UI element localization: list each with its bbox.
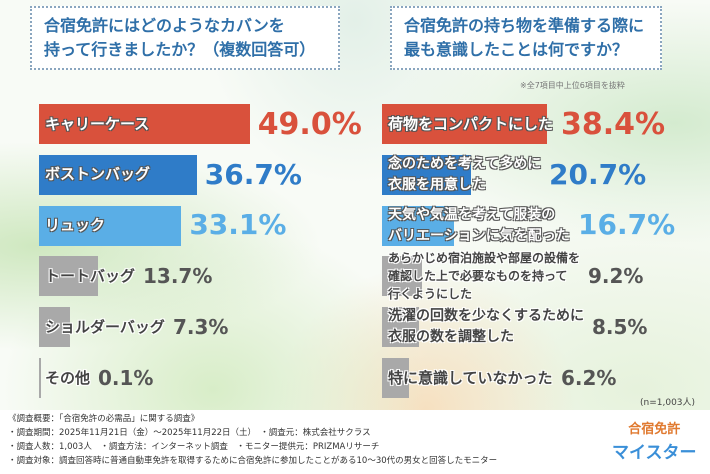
bar — [39, 256, 98, 297]
value-label: 13.7% — [143, 264, 213, 289]
bar-row: その他 0.1% — [39, 358, 359, 398]
category-label-line: 特に意識していなかった — [388, 368, 553, 387]
bar-row: トートバッグ 13.7% — [39, 256, 359, 297]
title-line: 最も意識したことは何ですか？ — [404, 40, 629, 59]
sample-size: (n=1,003人) — [640, 398, 696, 408]
value-label: 6.2% — [561, 366, 617, 390]
bar — [382, 256, 422, 297]
bar-row: 洗濯の回数を少なくするために 衣服の数を調整した 8.5% — [382, 306, 702, 348]
bar — [39, 358, 41, 398]
category-label: 特に意識していなかった — [388, 367, 553, 390]
bar-row: リュック 33.1% — [39, 205, 359, 246]
category-label-line: その他 — [45, 368, 91, 387]
category-label-line: リュック — [45, 216, 106, 235]
bar-row: 特に意識していなかった 6.2% — [382, 358, 702, 398]
category-label: キャリーケース — [45, 113, 149, 136]
category-label: 洗濯の回数を少なくするために 衣服の数を調整した — [388, 306, 584, 348]
category-label-line: キャリーケース — [45, 114, 150, 133]
question-2-title: 合宿免許の持ち物を準備する際に 最も意識したことは何ですか？ — [390, 6, 662, 70]
bar-row: キャリーケース 49.0% — [39, 104, 362, 144]
bar-row: 念のためを考えて多めに 衣服を用意した 20.7% — [382, 154, 702, 196]
category-label-line: 洗濯の回数を少なくするために — [388, 308, 584, 325]
bar — [39, 104, 250, 144]
category-label: リュック — [45, 214, 105, 237]
category-label-line: あらかじめ宿泊施設や部屋の設備を — [388, 251, 581, 266]
title-line: 持って行きましたか？（複数回答可） — [44, 40, 316, 59]
value-label: 7.3% — [173, 315, 229, 340]
value-label: 20.7% — [549, 157, 647, 191]
value-label: 9.2% — [588, 264, 644, 289]
bar — [382, 154, 471, 195]
note: ※全7項目中上位6項目を抜粋 — [520, 81, 625, 90]
value-label: 0.1% — [98, 366, 154, 390]
value-label: 38.4% — [561, 106, 666, 142]
category-label: あらかじめ宿泊施設や部屋の設備を 確認した上で必要なものを持って 行くようにした — [388, 249, 580, 303]
footer-line: ・調査人数：1,003人 ・調査方法：インターネット調査 ・モニター提供元：PR… — [8, 442, 380, 452]
bar-row: 荷物をコンパクトにした 38.4% — [382, 104, 702, 144]
category-label-line: ショルダーバッグ — [45, 317, 165, 336]
bar-row: 天気や気温を考えて服装の バリエーションに気を配った 16.7% — [382, 205, 702, 247]
value-label: 16.7% — [578, 208, 676, 242]
footer-line: ・調査期間：2025年11月21日（金）～2025年11月22日（土） ・調査元… — [8, 428, 371, 438]
title-line: 合宿免許の持ち物を準備する際に — [404, 16, 645, 35]
value-label: 49.0% — [257, 106, 362, 142]
category-label: ボストンバッグ — [45, 163, 150, 186]
bar-row: ボストンバッグ 36.7% — [39, 154, 359, 195]
footer-line: ・調査対象：調査回答時に普通自動車免許を取得するために合宿免許に参加したことがあ… — [8, 456, 498, 466]
bar — [39, 307, 71, 348]
category-label: トートバッグ — [45, 265, 135, 288]
bar-row: あらかじめ宿泊施設や部屋の設備を 確認した上で必要なものを持って 行くようにした 9.… — [382, 251, 702, 301]
category-label-line: 衣服の数を調整した — [388, 329, 514, 346]
category-label: ショルダーバッグ — [45, 316, 165, 339]
category-label-line: 衣服を用意した — [388, 176, 486, 193]
bar — [382, 104, 548, 144]
category-label-line: 荷物をコンパクトにした — [388, 114, 554, 133]
logo: 合宿免許 マイスター — [612, 420, 697, 466]
bar-row: ショルダーバッグ 7.3% — [39, 307, 359, 348]
footer-line: 《調査概要：「合宿免許の必需品」に関する調査》 — [8, 414, 200, 424]
value-label: 36.7% — [204, 157, 302, 191]
bar — [382, 205, 454, 246]
category-label: その他 — [45, 367, 90, 390]
value-label: 33.1% — [189, 208, 287, 242]
category-label-line: トートバッグ — [45, 266, 136, 285]
question-1-title: 合宿免許にはどのようなカバンを持って行きましたか？（複数回答可） — [30, 6, 340, 70]
bar — [39, 205, 182, 246]
bar — [382, 358, 409, 398]
category-label-line: バリエーションに気を配った — [388, 227, 570, 244]
value-label: 8.5% — [592, 315, 648, 340]
category-label-line: 確認した上で必要なものを持って — [388, 269, 568, 284]
category-label-line: ボストンバッグ — [45, 165, 151, 184]
bar — [382, 307, 419, 348]
category-label: 天気や気温を考えて服装の バリエーションに気を配った — [388, 205, 570, 247]
bar — [39, 154, 197, 195]
title-line: 合宿免許にはどのようなカバンを — [44, 16, 285, 35]
survey-footer: 《調査概要：「合宿免許の必需品」に関する調査》 ・調査期間：2025年11月21… — [8, 412, 497, 468]
category-label-line: 行くようにした — [388, 287, 473, 302]
category-label: 念のためを考えて多めに 衣服を用意した — [388, 154, 541, 196]
category-label-line: 念のためを考えて多めに — [388, 155, 542, 172]
logo-line: マイスター — [612, 443, 697, 463]
category-label: 荷物をコンパクトにした — [388, 113, 553, 136]
logo-line: 合宿免許 — [628, 422, 681, 437]
category-label-line: 天気や気温を考えて服装の — [388, 206, 556, 223]
